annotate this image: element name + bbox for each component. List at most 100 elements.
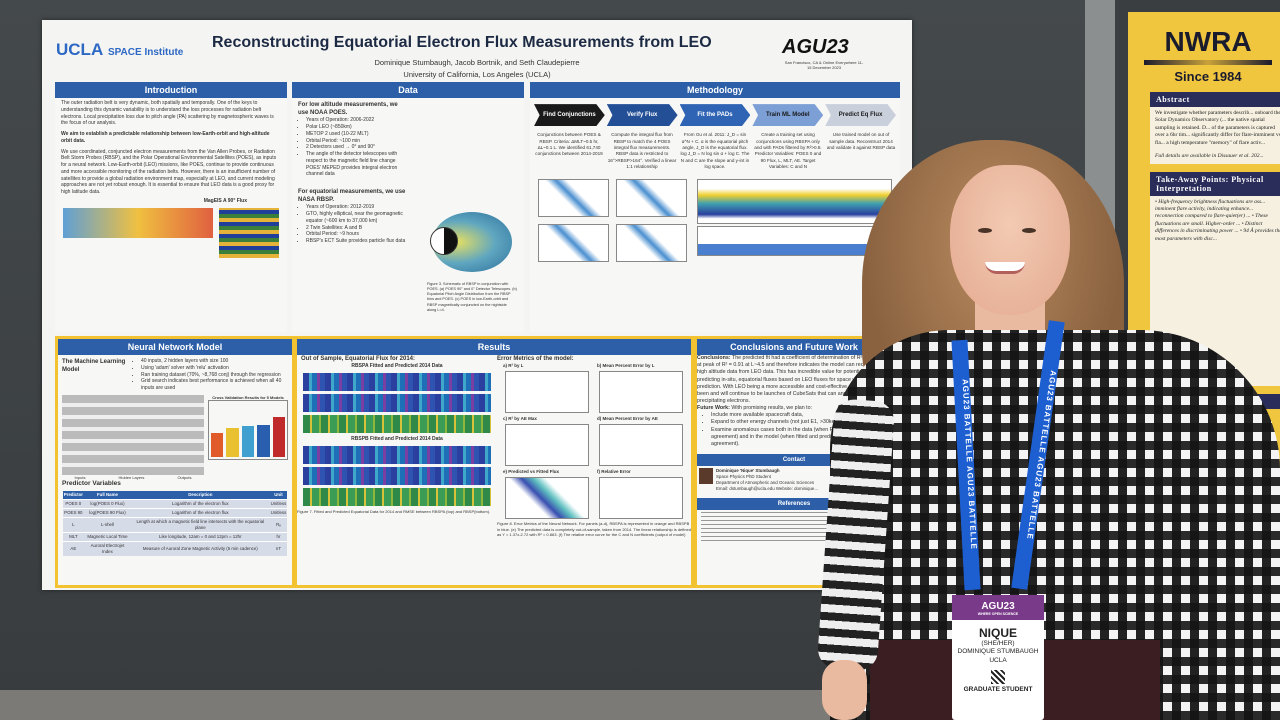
- poster-authors: Dominique Stumbaugh, Jacob Bortnik, and …: [374, 58, 580, 67]
- agu-logo: AGU23: [782, 36, 849, 58]
- figure-caption: Figure 7. Fitted and Predicted Equatoria…: [297, 508, 491, 514]
- list-item: Years of Operation: 2006-2022: [306, 117, 406, 124]
- details-note: Full details are available in Dissauer e…: [1150, 150, 1280, 164]
- step-description: From Gu et al. 2011: J_D = sin α^N + C. …: [680, 132, 750, 170]
- subheading: Out of Sample, Equatorial Flux for 2014:: [301, 356, 416, 363]
- table-cell: Logarithm of the electron flux: [130, 498, 270, 509]
- qr-code-icon: [991, 670, 1005, 685]
- badge-full-name: DOMINIQUE STUMBAUGH: [957, 648, 1039, 656]
- data-section: Data For low altitude measurements, we u…: [292, 82, 524, 332]
- eye: [1022, 228, 1036, 233]
- list-item: Orbital Period: ~100 min: [306, 138, 406, 145]
- panel-plot: [505, 371, 589, 414]
- panel-plot: [599, 477, 683, 520]
- table-row: POES 90 log(POES 90 Flux) Logarithm of the…: [62, 507, 288, 518]
- earth-icon: [430, 227, 458, 255]
- list-item: GTO, highly elliptical, near the geomagn…: [306, 211, 406, 225]
- conclusions-text: The predicted fit had a coefficient of d…: [697, 355, 891, 404]
- figure-flux-comparison: [616, 223, 688, 262]
- table-cell: Rₑ: [269, 516, 288, 533]
- poster-affiliation: University of California, Los Angeles (U…: [403, 70, 551, 79]
- error-metric-panel: c) R² by AE Max: [503, 416, 591, 468]
- subheading: For low altitude measurements, we use NO…: [298, 102, 398, 117]
- contact-photo: [699, 468, 713, 485]
- table-cell: Unitless: [269, 507, 288, 518]
- step-1: Find Conjunctions: [534, 104, 605, 127]
- figure-caption: Figure 8. Error Metrics of the Neural Ne…: [497, 521, 691, 538]
- panel-title: b) Mean Percent Error by L: [597, 363, 655, 369]
- contact-dept: Department of Atmospheric and Oceanic Sc…: [716, 479, 815, 485]
- table-cell: Measure of Auroral Zone Magnetic Activit…: [130, 540, 270, 556]
- introduction-section: Introduction The outer radiation belt is…: [55, 82, 287, 332]
- subheading: For equatorial measurements, we use NASA…: [298, 189, 406, 204]
- heatmap: [303, 445, 491, 464]
- table-cell: Auroral Electrojet Index: [83, 540, 131, 556]
- heatmap: [303, 466, 491, 485]
- badge-name: NIQUE: [978, 626, 1017, 640]
- step-3: Fit the PADs: [679, 104, 751, 127]
- contact-email: Email: dstumbaugh@ucla.edu Website: domi…: [716, 485, 819, 491]
- list-item: METOP 2 used (10-22 MLT): [306, 131, 406, 138]
- panel-title: f) Relative Error: [597, 469, 631, 475]
- table-cell: Magnetic Local Time: [83, 531, 131, 542]
- section-heading: Data: [292, 82, 524, 99]
- table-row: MLT Magnetic Local Time Like longitude, 12…: [62, 531, 288, 542]
- contact-name: Dominique 'Nique' Stumbaugh: [716, 468, 780, 474]
- figure-belt-diagram: [63, 207, 213, 238]
- since-label: Since 1984: [1174, 69, 1242, 84]
- list-item: Examine anomalous cases both in the data…: [711, 427, 891, 448]
- agu-subtitle: San Francisco, CA & Online Everywhere 11…: [784, 60, 864, 70]
- panel-plot: [505, 477, 589, 520]
- subheading: The Machine Learning Model: [62, 359, 126, 374]
- list-item: Ran training dataset (70%, ~8,768 conj) …: [141, 372, 288, 379]
- section-heading: Introduction: [55, 82, 287, 99]
- badge-event-sub: WHERE OPEN SCIENCE: [977, 612, 1019, 616]
- error-metric-panel: f) Relative Error: [597, 469, 685, 521]
- error-metric-panel: e) Predicted vs Fitted Flux: [503, 469, 591, 521]
- figure-flux-comparison: [538, 223, 610, 262]
- heatmap: [303, 487, 491, 506]
- list-item: Grid search indicates best performance i…: [141, 378, 288, 392]
- figure-flux-comparison: [538, 178, 610, 217]
- label: Conclusions:: [697, 355, 731, 362]
- panel-plot: [599, 424, 683, 467]
- bar: [272, 416, 286, 458]
- table-cell: Like longitude, 12am = 0 and 12pm = 12hr: [130, 531, 270, 542]
- table-cell: Logarithm of the electron flux: [130, 507, 270, 518]
- figure-histogram: [697, 225, 892, 256]
- section-heading: Take-Away Points: Physical Interpretatio…: [1150, 171, 1280, 196]
- table-cell: L-shell: [83, 516, 131, 533]
- table-cell: L: [62, 516, 84, 533]
- subheading: Predictor Variables: [62, 480, 121, 488]
- badge-event: AGU23: [981, 601, 1015, 612]
- panel-title: a) R² by L: [503, 363, 524, 369]
- logo-bar: [1144, 60, 1272, 65]
- step-description: Create a training set using conjunctions…: [754, 132, 822, 170]
- section-heading: Neural Network Model: [58, 339, 292, 356]
- table-cell: Length at which a magnetic field line in…: [130, 516, 270, 533]
- bar: [241, 425, 255, 458]
- step-description: Use trained model on out of sample data.…: [826, 132, 896, 150]
- table-cell: POES 0: [62, 498, 84, 509]
- table-cell: nT: [269, 540, 288, 556]
- subheading: Error Metrics of the model:: [497, 356, 574, 363]
- list-item: 2 Twin Satellites: A and B: [306, 225, 406, 232]
- panel-title: c) R² by AE Max: [503, 416, 537, 422]
- name-badge: AGU23 WHERE OPEN SCIENCE NIQUE (SHE/HER) …: [952, 595, 1044, 720]
- heatmap: [303, 372, 491, 391]
- step-4: Train ML Model: [752, 104, 824, 127]
- heatmap: [303, 393, 491, 412]
- list-item: RBSP's ECT Suite provides particle flux …: [306, 238, 406, 245]
- research-poster: UCLA SPACE Institute Reconstructing Equa…: [42, 20, 912, 590]
- smile: [985, 262, 1025, 274]
- cross-validation-chart: [208, 400, 288, 461]
- table-cell: log(POES 90 Flux): [83, 507, 131, 518]
- section-heading: Abstract: [1150, 92, 1280, 107]
- contact-role: Space Physics PhD Student: [716, 474, 771, 479]
- bar: [226, 427, 239, 458]
- step-description: Compute the integral flux from RBSP to m…: [607, 132, 677, 170]
- list-item: Expand to other energy channels (not jus…: [711, 419, 891, 426]
- figure-title: RBSPB Fitted and Predicted 2014 Data: [351, 435, 443, 442]
- list-item: 2 Detectors used → 0° and 90°: [306, 144, 406, 151]
- intro-paragraph: We use coordinated, conjuncted electron …: [61, 148, 277, 196]
